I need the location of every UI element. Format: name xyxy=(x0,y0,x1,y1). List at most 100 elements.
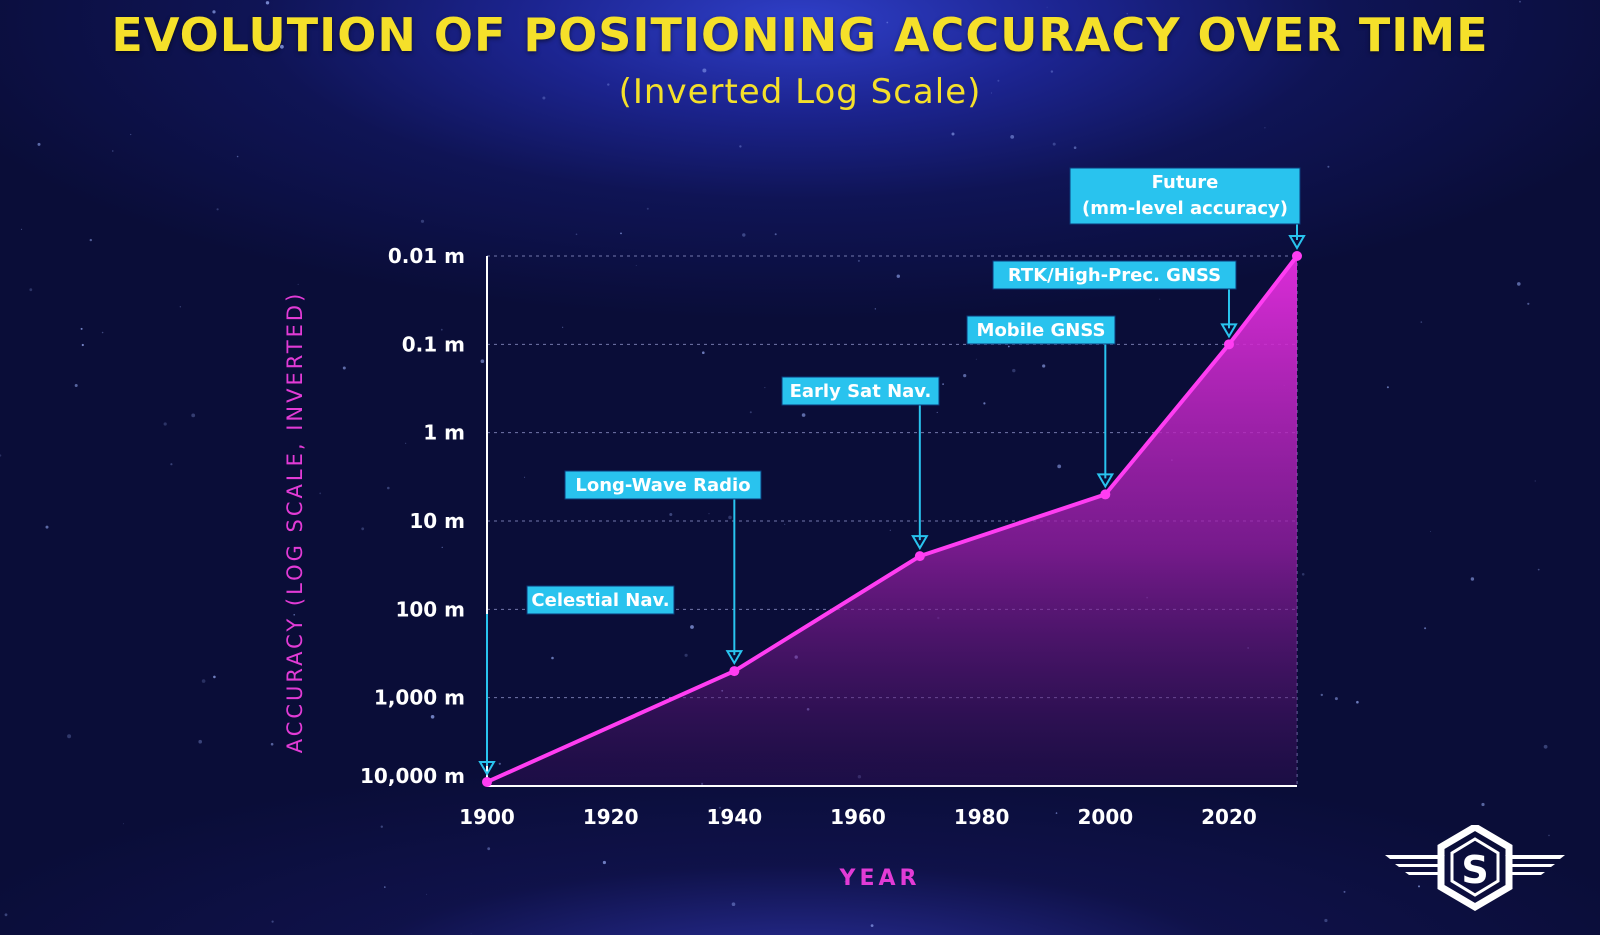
annotation: Mobile GNSS xyxy=(966,315,1116,489)
star xyxy=(191,413,196,418)
star xyxy=(951,132,955,136)
svg-text:S: S xyxy=(1461,848,1488,892)
star xyxy=(1264,127,1266,129)
star xyxy=(1073,146,1077,149)
annotation-arrow xyxy=(478,760,496,776)
star xyxy=(170,463,173,466)
annotation: RTK/High-Prec. GNSS xyxy=(992,260,1238,339)
star xyxy=(1527,302,1530,305)
star xyxy=(718,806,722,809)
star xyxy=(1042,364,1046,368)
star xyxy=(728,814,732,817)
annotation-box xyxy=(526,585,675,615)
star xyxy=(112,150,114,152)
area-fill xyxy=(487,256,1297,786)
data-point xyxy=(914,551,925,562)
star xyxy=(669,513,673,516)
y-tick-labels: 0.01 m 0.1 m 1 m 10 m 100 m 1,000 m 10,000 m xyxy=(360,244,465,788)
star xyxy=(179,306,181,308)
star xyxy=(1519,0,1521,3)
star xyxy=(702,68,707,73)
star xyxy=(1517,282,1521,286)
star xyxy=(1418,885,1420,888)
star xyxy=(130,133,132,136)
y-tick-label: 10,000 m xyxy=(360,764,465,788)
annotation: Celestial Nav. xyxy=(478,585,675,776)
star xyxy=(1386,386,1389,389)
star xyxy=(265,1,270,5)
star xyxy=(201,679,206,683)
star xyxy=(1430,531,1432,532)
star xyxy=(1159,298,1161,300)
star xyxy=(1343,890,1346,893)
star xyxy=(896,274,900,278)
star xyxy=(212,10,216,14)
star xyxy=(213,675,216,679)
annotation-arrow xyxy=(1220,323,1238,339)
star xyxy=(551,656,554,660)
data-point xyxy=(1100,489,1111,500)
x-tick-label: 1960 xyxy=(830,805,886,829)
star xyxy=(1012,368,1016,373)
star xyxy=(20,228,23,230)
annotation-arrow xyxy=(1096,473,1115,489)
star xyxy=(1548,834,1550,837)
star xyxy=(1470,577,1475,581)
star xyxy=(774,233,777,236)
star xyxy=(81,343,84,347)
annotation: Future (mm-level accuracy) xyxy=(1069,167,1306,250)
annotation-arrow xyxy=(725,650,744,666)
star xyxy=(684,653,688,657)
star xyxy=(635,265,637,266)
star xyxy=(1046,6,1048,8)
y-tick-label: 0.01 m xyxy=(388,244,465,268)
star xyxy=(0,454,2,457)
annotation-box xyxy=(992,260,1237,290)
data-point xyxy=(729,666,740,677)
star xyxy=(280,44,284,49)
star xyxy=(620,232,622,235)
star xyxy=(1050,70,1054,73)
x-tick-label: 1920 xyxy=(583,805,639,829)
star xyxy=(387,486,390,490)
x-axis-label: YEAR xyxy=(839,866,921,891)
star xyxy=(739,145,742,148)
star xyxy=(942,383,944,385)
star xyxy=(1301,573,1305,576)
star xyxy=(874,308,876,310)
star xyxy=(524,476,526,478)
star xyxy=(742,233,746,237)
star xyxy=(542,96,546,100)
annotation-label: Future xyxy=(1152,172,1219,193)
star xyxy=(990,92,992,94)
x-tick-label: 2000 xyxy=(1077,805,1133,829)
annotation: Early Sat Nav. xyxy=(781,376,940,551)
annotation-box xyxy=(1069,167,1301,225)
star xyxy=(983,402,986,405)
star xyxy=(1424,627,1427,630)
y-tick-label: 10 m xyxy=(409,509,465,533)
star xyxy=(1420,321,1423,323)
brand-logo: S xyxy=(1385,825,1565,912)
star xyxy=(441,546,443,549)
star xyxy=(319,492,322,495)
star xyxy=(37,142,41,146)
star xyxy=(470,933,472,935)
star xyxy=(89,238,93,242)
star xyxy=(728,515,732,520)
star xyxy=(602,860,607,865)
star xyxy=(857,259,860,262)
star xyxy=(380,825,383,828)
chart-title: EVOLUTION OF POSITIONING ACCURACY OVER T… xyxy=(111,8,1489,62)
y-tick-label: 0.1 m xyxy=(402,332,465,356)
star xyxy=(74,384,78,387)
star xyxy=(498,762,501,765)
star xyxy=(4,913,8,917)
annotation: Long-Wave Radio xyxy=(564,470,762,666)
y-tick-label: 100 m xyxy=(395,597,465,621)
star xyxy=(271,920,274,923)
star xyxy=(1324,918,1328,923)
star xyxy=(29,288,33,292)
annotation-label: Mobile GNSS xyxy=(977,320,1106,341)
y-tick-label: 1 m xyxy=(423,421,465,445)
